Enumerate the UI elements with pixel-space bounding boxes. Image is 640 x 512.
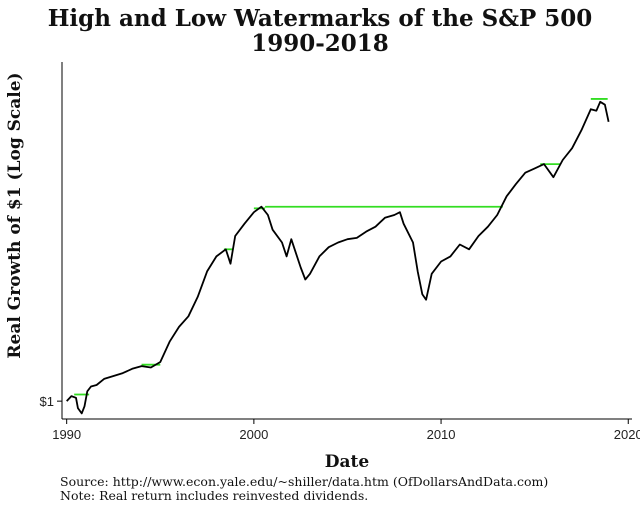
axes xyxy=(61,62,632,420)
x-tick-label: 1990 xyxy=(52,427,81,442)
high-watermark-lines xyxy=(74,98,608,396)
sp500-line xyxy=(66,100,610,415)
chart-title: High and Low Watermarks of the S&P 500 xyxy=(47,5,593,32)
tick-labels: 1990 2000 2010 2020 $1 xyxy=(40,394,640,442)
x-tick-label: 2010 xyxy=(427,427,456,442)
source-note: Source: http://www.econ.yale.edu/~shille… xyxy=(60,474,549,489)
chart-subtitle: 1990-2018 xyxy=(251,30,389,57)
y-axis-title: Real Growth of $1 (Log Scale) xyxy=(5,72,25,358)
x-tick-label: 2000 xyxy=(239,427,268,442)
y-tick-label: $1 xyxy=(40,394,54,409)
footnote: Note: Real return includes reinvested di… xyxy=(60,488,369,503)
x-axis-title: Date xyxy=(325,452,370,472)
x-tick-label: 2020 xyxy=(614,427,640,442)
